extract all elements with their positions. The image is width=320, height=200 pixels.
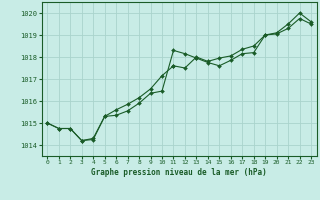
X-axis label: Graphe pression niveau de la mer (hPa): Graphe pression niveau de la mer (hPa) bbox=[91, 168, 267, 177]
